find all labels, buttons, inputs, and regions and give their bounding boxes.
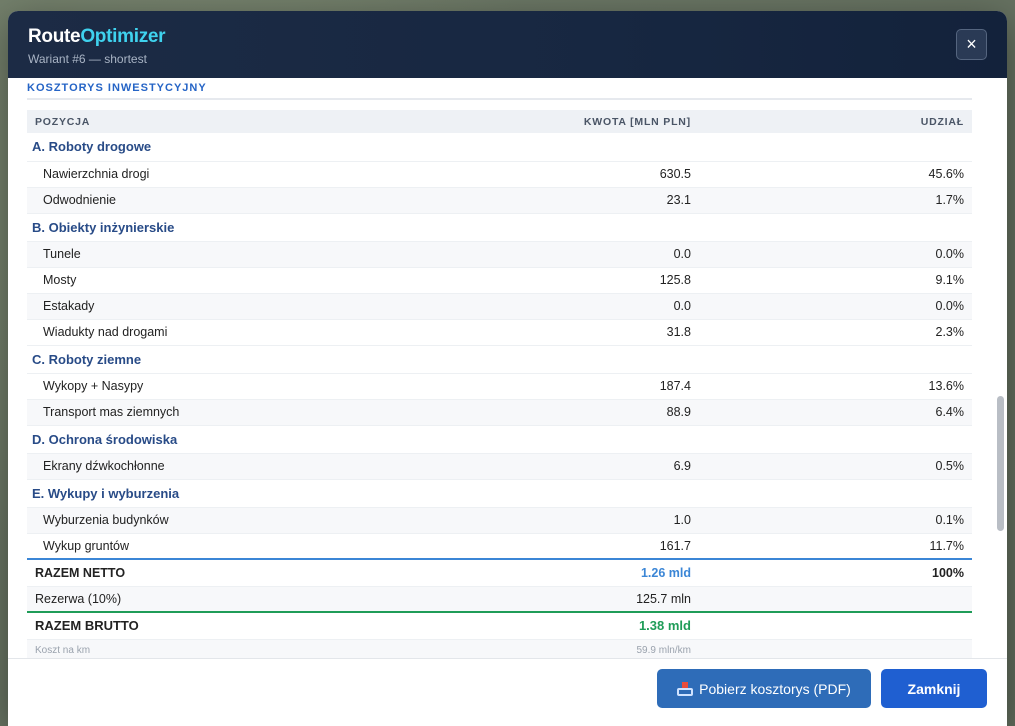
item-amount: 88.9	[327, 399, 861, 426]
perkm-label: Koszt na km	[27, 639, 328, 658]
item-share: 45.6%	[860, 161, 972, 188]
group-row: B. Obiekty inżynierskie	[27, 213, 972, 242]
table-row: Mosty 125.8 9.1%	[27, 267, 972, 294]
item-share: 6.4%	[860, 399, 972, 426]
table-row: Transport mas ziemnych 88.9 6.4%	[27, 399, 972, 426]
scrollbar[interactable]	[996, 91, 1004, 661]
item-share: 9.1%	[860, 267, 972, 294]
item-label: Mosty	[27, 267, 328, 294]
group-title: A. Roboty drogowe	[27, 133, 972, 162]
perkm-amount: 59.9 mln/km	[327, 639, 861, 658]
group-row: A. Roboty drogowe	[27, 133, 972, 162]
cost-estimate-modal: RouteOptimizer Wariant #6 — shortest × K…	[8, 11, 1007, 726]
table-row: Nawierzchnia drogi 630.5 45.6%	[27, 161, 972, 188]
item-amount: 1.0	[327, 507, 861, 534]
column-header-position: POZYCJA	[27, 110, 328, 133]
cost-table-body: A. Roboty drogowe Nawierzchnia drogi 630.…	[27, 133, 972, 658]
brand-optimizer: Optimizer	[80, 26, 166, 47]
table-row: Wyburzenia budynków 1.0 0.1%	[27, 507, 972, 534]
item-share: 0.0%	[860, 241, 972, 268]
item-amount: 187.4	[327, 373, 861, 400]
item-amount: 630.5	[327, 161, 861, 188]
modal-body[interactable]: KOSZTORYS INWESTYCYJNY POZYCJA KWOTA [ML…	[8, 78, 1007, 658]
group-row: D. Ochrona środowiska	[27, 425, 972, 454]
item-label: Ekrany dźwkochłonne	[27, 453, 328, 480]
reserve-row: Rezerwa (10%) 125.7 mln	[27, 586, 972, 613]
total-brutto-row: RAZEM BRUTTO 1.38 mld	[27, 611, 972, 640]
table-row: Wykup gruntów 161.7 11.7%	[27, 533, 972, 560]
table-row: Estakady 0.0 0.0%	[27, 293, 972, 320]
download-pdf-label: Pobierz kosztorys (PDF)	[699, 680, 851, 697]
variant-subtitle: Wariant #6 — shortest	[28, 52, 147, 66]
item-amount: 23.1	[327, 187, 861, 214]
reserve-label: Rezerwa (10%)	[27, 586, 328, 613]
table-row: Tunele 0.0 0.0%	[27, 241, 972, 268]
netto-share: 100%	[860, 558, 972, 587]
table-row: Wykopy + Nasypy 187.4 13.6%	[27, 373, 972, 400]
app-brand: RouteOptimizer	[28, 26, 987, 48]
item-label: Wykup gruntów	[27, 533, 328, 560]
close-button[interactable]: Zamknij	[881, 669, 987, 708]
column-header-amount: KWOTA [MLN PLN]	[327, 110, 861, 133]
table-header-row: POZYCJA KWOTA [MLN PLN] UDZIAŁ	[27, 110, 972, 133]
item-label: Tunele	[27, 241, 328, 268]
column-header-share: UDZIAŁ	[860, 110, 972, 133]
table-row: Wiadukty nad drogami 31.8 2.3%	[27, 319, 972, 346]
item-label: Wyburzenia budynków	[27, 507, 328, 534]
brutto-label: RAZEM BRUTTO	[27, 611, 328, 640]
cost-per-km-row: Koszt na km 59.9 mln/km	[27, 639, 972, 658]
item-label: Wiadukty nad drogami	[27, 319, 328, 346]
item-share: 0.1%	[860, 507, 972, 534]
netto-amount: 1.26 mld	[327, 558, 861, 587]
scrollbar-thumb[interactable]	[997, 396, 1004, 531]
brand-route: Route	[28, 26, 81, 47]
total-netto-row: RAZEM NETTO 1.26 mld 100%	[27, 558, 972, 587]
modal-header: RouteOptimizer Wariant #6 — shortest ×	[8, 11, 1007, 78]
download-pdf-button[interactable]: Pobierz kosztorys (PDF)	[657, 669, 871, 708]
group-row: C. Roboty ziemne	[27, 345, 972, 374]
table-row: Odwodnienie 23.1 1.7%	[27, 187, 972, 214]
item-label: Odwodnienie	[27, 187, 328, 214]
item-share: 1.7%	[860, 187, 972, 214]
section-title: KOSZTORYS INWESTYCYJNY	[27, 82, 207, 94]
group-row: E. Wykupy i wyburzenia	[27, 479, 972, 508]
item-amount: 6.9	[327, 453, 861, 480]
item-share: 0.0%	[860, 293, 972, 320]
item-share: 11.7%	[860, 533, 972, 560]
brutto-amount: 1.38 mld	[327, 611, 861, 640]
item-label: Nawierzchnia drogi	[27, 161, 328, 188]
cost-table: POZYCJA KWOTA [MLN PLN] UDZIAŁ A. Roboty…	[27, 110, 972, 658]
item-amount: 161.7	[327, 533, 861, 560]
item-amount: 0.0	[327, 241, 861, 268]
item-amount: 0.0	[327, 293, 861, 320]
netto-label: RAZEM NETTO	[27, 558, 328, 587]
group-title: C. Roboty ziemne	[27, 345, 972, 374]
close-icon[interactable]: ×	[956, 29, 987, 60]
section-divider	[27, 98, 972, 100]
item-amount: 31.8	[327, 319, 861, 346]
item-amount: 125.8	[327, 267, 861, 294]
reserve-amount: 125.7 mln	[327, 586, 861, 613]
item-share: 2.3%	[860, 319, 972, 346]
item-share: 13.6%	[860, 373, 972, 400]
item-label: Transport mas ziemnych	[27, 399, 328, 426]
group-title: E. Wykupy i wyburzenia	[27, 479, 972, 508]
group-title: B. Obiekty inżynierskie	[27, 213, 972, 242]
group-title: D. Ochrona środowiska	[27, 425, 972, 454]
table-row: Ekrany dźwkochłonne 6.9 0.5%	[27, 453, 972, 480]
modal-footer: Pobierz kosztorys (PDF) Zamknij	[8, 658, 1007, 726]
inbox-tray-icon	[677, 681, 694, 696]
item-share: 0.5%	[860, 453, 972, 480]
item-label: Estakady	[27, 293, 328, 320]
item-label: Wykopy + Nasypy	[27, 373, 328, 400]
